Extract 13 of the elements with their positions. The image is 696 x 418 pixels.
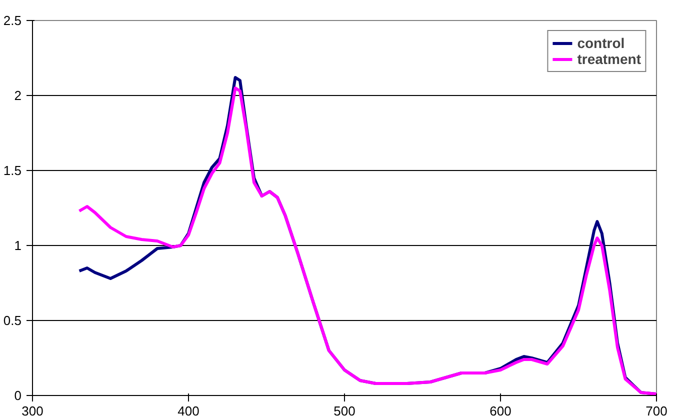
y-tick-label: 2.5 bbox=[3, 13, 22, 28]
y-tick-label: 2 bbox=[14, 88, 22, 103]
legend-label: treatment bbox=[577, 51, 641, 67]
x-tick-label: 700 bbox=[646, 404, 668, 418]
x-tick-label: 400 bbox=[178, 404, 200, 418]
y-tick-label: 0 bbox=[14, 388, 22, 403]
y-tick-label: 0.5 bbox=[3, 313, 22, 328]
x-tick-label: 600 bbox=[490, 404, 512, 418]
x-tick-label: 300 bbox=[22, 404, 44, 418]
x-tick-label: 500 bbox=[334, 404, 356, 418]
y-tick-label: 1 bbox=[14, 238, 22, 253]
y-tick-label: 1.5 bbox=[3, 163, 22, 178]
legend-label: control bbox=[577, 35, 625, 51]
